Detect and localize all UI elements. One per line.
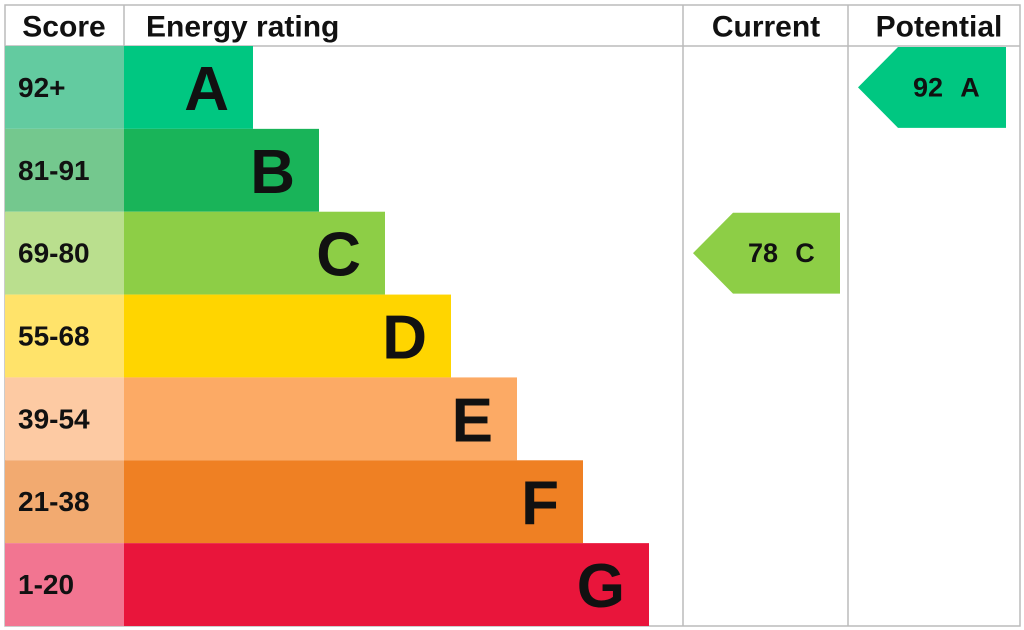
rating-bar bbox=[124, 377, 517, 461]
band-letter: B bbox=[250, 138, 295, 207]
current-arrow bbox=[693, 212, 840, 294]
rating-bar bbox=[124, 543, 649, 626]
header-current: Current bbox=[712, 11, 820, 44]
score-cell bbox=[5, 211, 124, 295]
rating-bar bbox=[124, 294, 451, 378]
band-letter: F bbox=[521, 469, 559, 538]
potential-value: 92 bbox=[913, 72, 943, 102]
rating-bar bbox=[124, 128, 319, 212]
band-letter: D bbox=[382, 304, 427, 373]
score-label: 55-68 bbox=[18, 321, 90, 352]
score-label: 92+ bbox=[18, 72, 66, 103]
potential-arrow bbox=[858, 47, 1006, 128]
score-cell bbox=[5, 543, 124, 626]
score-label: 1-20 bbox=[18, 569, 74, 600]
current-letter: C bbox=[795, 238, 815, 268]
score-label: 21-38 bbox=[18, 486, 90, 517]
rating-bar bbox=[124, 211, 385, 295]
band-letter: G bbox=[577, 552, 625, 621]
score-cell bbox=[5, 460, 124, 544]
header-score: Score bbox=[22, 11, 105, 44]
score-cell bbox=[5, 46, 124, 129]
rating-bar bbox=[124, 46, 253, 129]
header-rating: Energy rating bbox=[146, 11, 339, 44]
rating-bar bbox=[124, 460, 583, 544]
score-cell bbox=[5, 294, 124, 378]
score-label: 69-80 bbox=[18, 238, 90, 269]
band-letter: C bbox=[316, 221, 361, 290]
potential-letter: A bbox=[960, 72, 980, 102]
score-label: 81-91 bbox=[18, 155, 90, 186]
score-cell bbox=[5, 377, 124, 461]
header-potential: Potential bbox=[876, 11, 1003, 44]
band-letter: A bbox=[184, 55, 229, 124]
band-letter: E bbox=[452, 386, 493, 455]
score-label: 39-54 bbox=[18, 403, 90, 434]
score-cell bbox=[5, 128, 124, 212]
current-value: 78 bbox=[748, 238, 778, 268]
